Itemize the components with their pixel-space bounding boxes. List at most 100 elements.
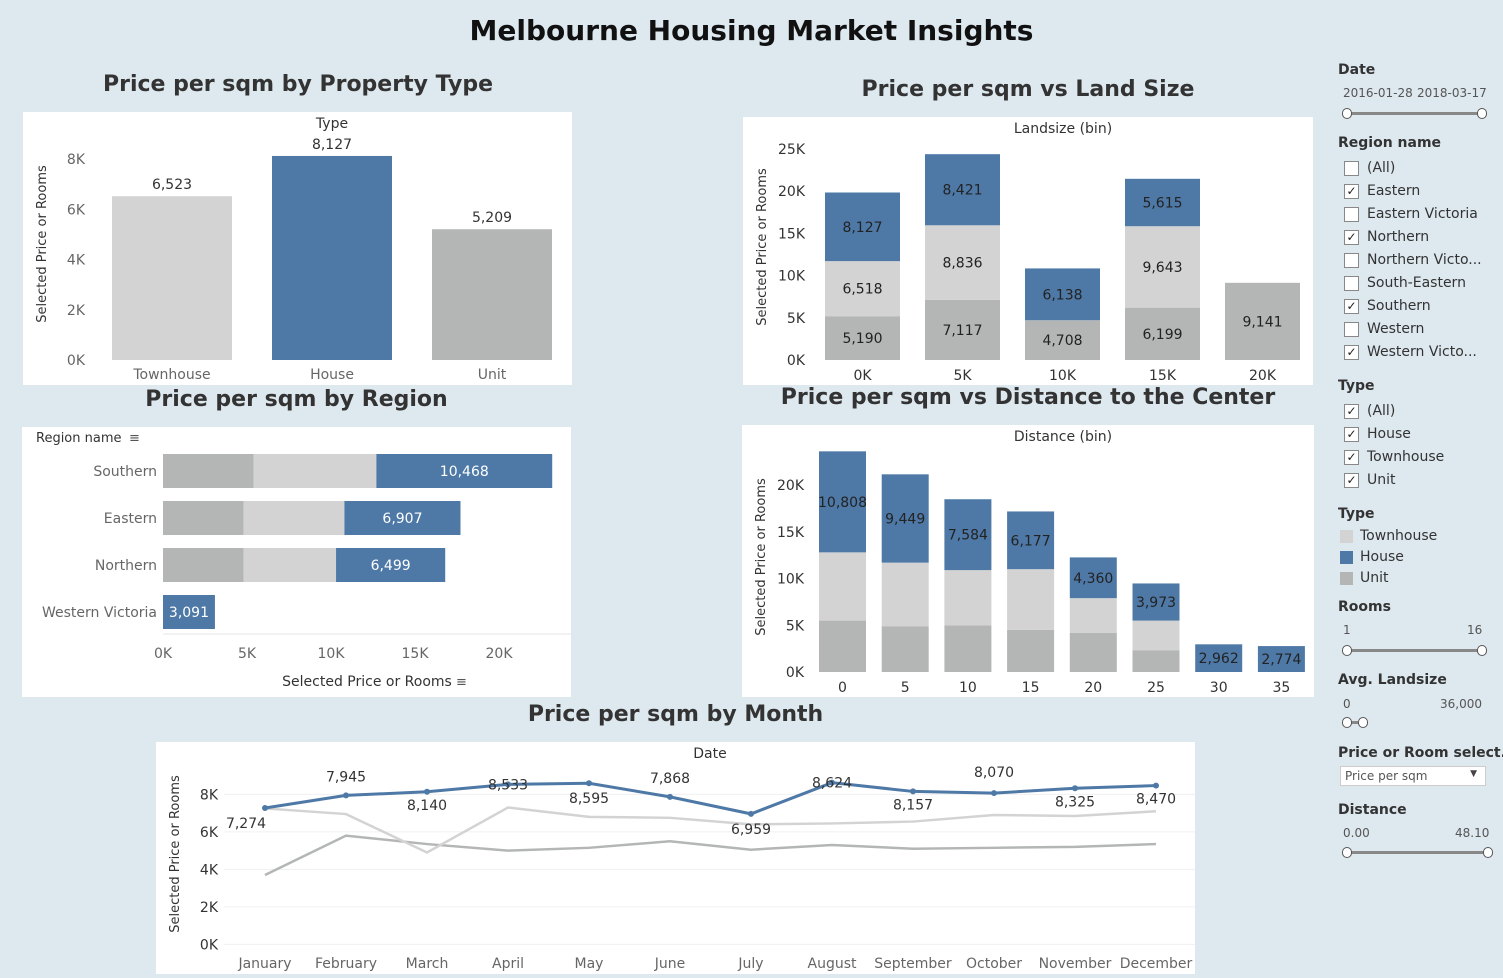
region-filter-option[interactable]: (All) <box>1344 157 1395 179</box>
legend-item[interactable]: Unit <box>1340 568 1389 588</box>
date-filter-label: Date <box>1338 62 1376 78</box>
region-filter-option[interactable]: Northern Victo... <box>1344 249 1482 271</box>
type-x-tick: Townhouse <box>132 367 210 383</box>
region-chart-title: Price per sqm by Region <box>145 387 448 412</box>
date-slider-start-handle[interactable] <box>1342 108 1352 119</box>
distance-filter-label: Distance <box>1338 802 1407 818</box>
landsize-y-tick: 20K <box>778 184 806 200</box>
type-filter-option-label: Unit <box>1367 472 1396 488</box>
rooms-slider-track[interactable] <box>1347 649 1482 652</box>
region-filter-option-label: Northern <box>1367 229 1430 245</box>
region-filter-option[interactable]: South-Eastern <box>1344 272 1466 294</box>
landsize-x-tick: 10K <box>1049 368 1077 384</box>
landsize-bar-segment <box>825 261 900 317</box>
type-filter-option[interactable]: ✓ Unit <box>1344 469 1396 491</box>
landsize-bar-segment <box>925 225 1000 300</box>
region-bar-segment <box>376 454 553 488</box>
distance-bar-segment <box>1069 598 1117 633</box>
type-y-tick: 2K <box>67 303 86 319</box>
region-filter-option[interactable]: Eastern Victoria <box>1344 203 1478 225</box>
checkbox-unchecked-icon[interactable] <box>1344 252 1359 268</box>
landsize-slider-min-handle[interactable] <box>1342 717 1352 728</box>
type-filter-option[interactable]: ✓ House <box>1344 423 1411 445</box>
landsize-chart-title: Price per sqm vs Land Size <box>861 77 1195 102</box>
month-value-label: 8,157 <box>893 797 933 813</box>
legend-item[interactable]: Townhouse <box>1340 526 1437 546</box>
rooms-slider-min-handle[interactable] <box>1342 645 1352 656</box>
checkbox-unchecked-icon[interactable] <box>1344 275 1359 291</box>
landsize-segment-value-label: 5,190 <box>842 331 882 347</box>
month-data-point <box>829 779 835 786</box>
region-filter-option[interactable]: ✓ Eastern <box>1344 180 1420 202</box>
region-header-label: Region name <box>36 431 122 446</box>
distance-slider-max-handle[interactable] <box>1483 847 1493 858</box>
region-bar-segment <box>163 501 244 535</box>
type-filter-option[interactable]: ✓ (All) <box>1344 400 1395 422</box>
checkbox-checked-icon[interactable]: ✓ <box>1344 229 1359 245</box>
landsize-bar-segment <box>1225 282 1300 360</box>
region-filter-option[interactable]: ✓ Western Victo... <box>1344 341 1477 363</box>
distance-slider-min-handle[interactable] <box>1342 847 1352 858</box>
date-slider-track[interactable] <box>1347 112 1482 115</box>
month-chart-panel: Date Selected Price or Rooms 0K 2K 4K 6K 8K 7,2… <box>156 742 1195 974</box>
region-filter-label: Region name <box>1338 135 1442 151</box>
landsize-x-tick: 5K <box>953 368 972 384</box>
month-value-label: 8,595 <box>569 791 609 807</box>
month-data-point <box>505 781 511 788</box>
type-filter-option[interactable]: ✓ Townhouse <box>1344 446 1444 468</box>
region-x-tick: 10K <box>318 646 346 662</box>
landsize-segment-value-label: 8,836 <box>942 256 982 272</box>
chevron-down-icon[interactable]: ▼ <box>1470 769 1477 779</box>
checkbox-unchecked-icon[interactable] <box>1344 206 1359 222</box>
distance-bar-segment <box>819 552 866 621</box>
checkbox-checked-icon[interactable]: ✓ <box>1344 449 1359 465</box>
month-x-tick: October <box>966 956 1022 972</box>
checkbox-unchecked-icon[interactable] <box>1344 160 1359 176</box>
month-x-tick: March <box>406 956 449 972</box>
region-filter-option[interactable]: ✓ Southern <box>1344 295 1431 317</box>
rooms-min: 1 <box>1343 623 1351 637</box>
distance-slider-track[interactable] <box>1347 851 1488 854</box>
region-bar-segment <box>163 595 215 629</box>
type-filter-option-label: House <box>1367 426 1411 442</box>
region-filter-option[interactable]: ✓ Northern <box>1344 226 1429 248</box>
distance-bar-segment <box>944 570 992 626</box>
region-segment-value-label: 6,499 <box>371 558 411 574</box>
checkbox-checked-icon[interactable]: ✓ <box>1344 426 1359 442</box>
month-data-point <box>424 788 430 795</box>
landsize-segment-value-label: 8,127 <box>842 220 882 236</box>
checkbox-checked-icon[interactable]: ✓ <box>1344 403 1359 419</box>
distance-y-tick: 15K <box>777 525 805 541</box>
distance-bar-segment <box>944 625 992 672</box>
date-slider-end-handle[interactable] <box>1477 108 1487 119</box>
distance-bar-segment <box>1195 644 1243 672</box>
landsize-slider-max-handle[interactable] <box>1358 717 1368 728</box>
distance-segment-value-label: 4,360 <box>1073 571 1113 587</box>
month-data-point <box>343 792 349 799</box>
legend-swatch <box>1340 529 1353 543</box>
price-or-room-dropdown[interactable]: Price per sqm ▼ <box>1340 766 1486 786</box>
legend-item[interactable]: House <box>1340 547 1404 567</box>
legend-swatch <box>1340 571 1353 585</box>
distance-y-axis-label: Selected Price or Rooms <box>754 478 769 636</box>
checkbox-checked-icon[interactable]: ✓ <box>1344 472 1359 488</box>
rooms-slider-max-handle[interactable] <box>1477 645 1487 656</box>
checkbox-checked-icon[interactable]: ✓ <box>1344 183 1359 199</box>
region-filter-option-label: South-Eastern <box>1367 275 1466 291</box>
month-x-tick: December <box>1120 956 1193 972</box>
region-x-tick: 20K <box>486 646 514 662</box>
region-category-label: Northern <box>95 558 157 574</box>
landsize-min: 0 <box>1343 697 1351 711</box>
region-segment-value-label: 3,091 <box>169 605 209 621</box>
distance-segment-value-label: 9,449 <box>885 511 925 527</box>
checkbox-checked-icon[interactable]: ✓ <box>1344 344 1359 360</box>
region-filter-option[interactable]: Western <box>1344 318 1424 340</box>
month-data-point <box>991 790 997 797</box>
landsize-chart-panel: Landsize (bin) Selected Price or Rooms 0K 5… <box>743 117 1313 385</box>
checkbox-unchecked-icon[interactable] <box>1344 321 1359 337</box>
distance-bar-segment <box>881 626 929 672</box>
month-data-point <box>910 788 916 795</box>
checkbox-checked-icon[interactable]: ✓ <box>1344 298 1359 314</box>
landsize-slider-track[interactable] <box>1347 721 1362 724</box>
region-filter-option-label: Eastern <box>1367 183 1421 199</box>
